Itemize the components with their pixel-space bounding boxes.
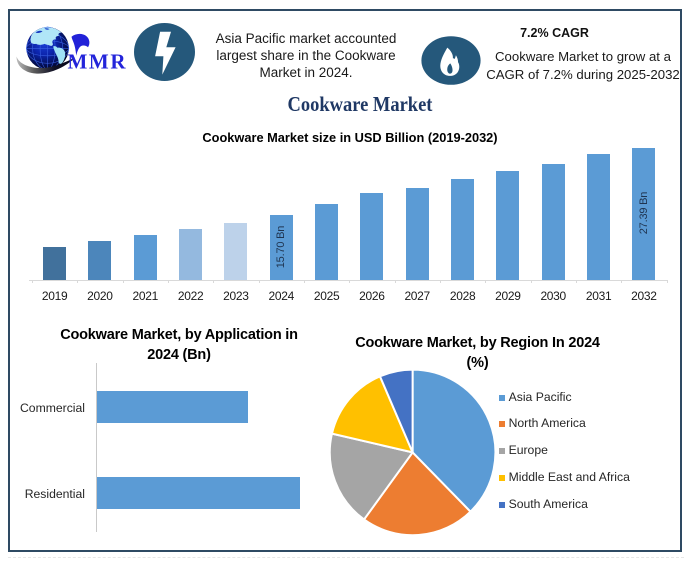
svg-text:MMR: MMR — [68, 50, 128, 74]
